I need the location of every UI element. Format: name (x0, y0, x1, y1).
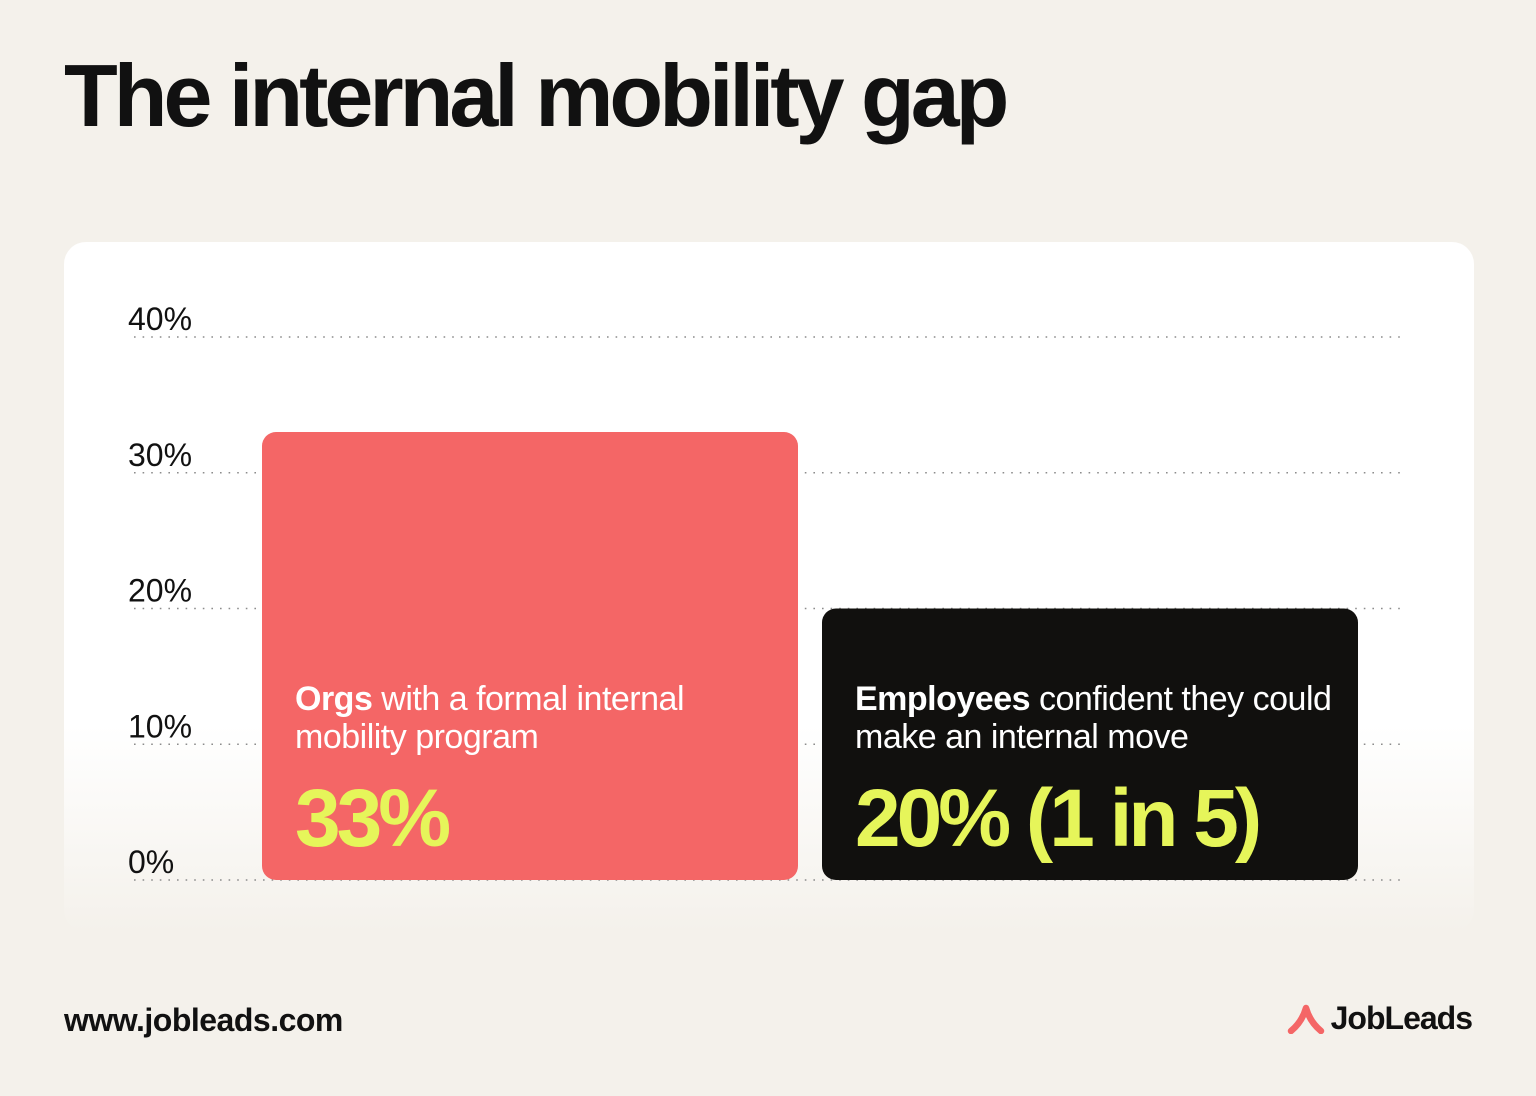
y-tick-label: 10% (128, 708, 192, 744)
chart-card: 0% 10% 20% 30% 40% Orgs with a formal intern… (64, 242, 1474, 932)
brand-logo: JobLeads (1287, 1000, 1473, 1037)
brand-name: JobLeads (1330, 1000, 1473, 1036)
y-tick-label: 20% (128, 573, 192, 609)
y-tick-label: 0% (128, 844, 174, 880)
jobleads-logo-icon (1287, 1004, 1324, 1034)
bar-orgs (262, 432, 798, 880)
footer-url[interactable]: www.jobleads.com (64, 1002, 343, 1038)
page-title: The internal mobility gap (64, 46, 1009, 145)
y-tick-label: 30% (128, 437, 192, 473)
y-tick-label: 40% (128, 301, 192, 337)
bar-employees (822, 608, 1358, 880)
bar-chart: 0% 10% 20% 30% 40% (128, 301, 1404, 881)
